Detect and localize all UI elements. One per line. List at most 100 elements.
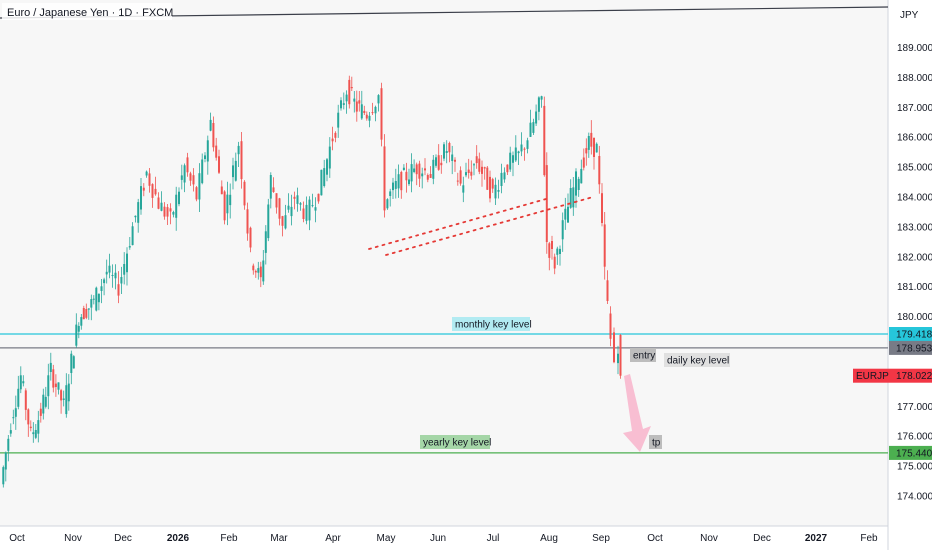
candle-body — [410, 164, 413, 182]
candle-body — [42, 394, 45, 414]
daily-key-level-label[interactable]: daily key level — [664, 353, 730, 367]
candle-body — [27, 409, 30, 425]
candle-body — [350, 87, 353, 89]
candle-body — [9, 430, 12, 434]
entry-label-background — [630, 348, 656, 362]
candle-body — [489, 176, 491, 199]
candle-body — [545, 165, 548, 242]
candle-body — [358, 100, 361, 104]
x-tick-label: Feb — [860, 533, 878, 544]
candle-body — [311, 205, 314, 207]
candle-body — [92, 298, 95, 300]
candle-body — [108, 265, 111, 273]
yearly-level-price-tag-value: 175.440 — [896, 448, 932, 459]
candle-body — [368, 115, 371, 121]
current-price-tag[interactable]: 178.022 — [889, 368, 932, 383]
candle-body — [264, 231, 267, 253]
candle-body — [590, 132, 593, 147]
candle-body — [299, 203, 302, 205]
candle-body — [613, 332, 615, 363]
candle-body — [532, 122, 535, 133]
monthly-level-price-tag-value: 179.418 — [896, 330, 932, 341]
arrow-to-tp[interactable] — [623, 374, 651, 452]
x-tick-label: Jun — [430, 533, 446, 544]
candle-body — [486, 167, 489, 190]
candle-body — [380, 88, 383, 140]
candle-body — [82, 308, 85, 320]
x-tick-label: Dec — [114, 533, 132, 544]
candle-body — [54, 383, 57, 387]
candle-body — [551, 241, 553, 249]
candle-body — [290, 206, 293, 217]
candle-body — [95, 287, 98, 311]
candle-body — [308, 199, 311, 221]
candle-body — [195, 187, 198, 200]
candle-body — [408, 179, 410, 185]
candle-body — [120, 277, 123, 284]
candle-body — [126, 253, 128, 273]
monthly-level-price-tag[interactable]: 179.418 — [889, 327, 932, 341]
candle-body — [363, 110, 366, 113]
candle-body — [192, 175, 195, 185]
candle-body — [317, 193, 320, 202]
candle-body — [456, 180, 459, 182]
candle-body — [29, 426, 32, 429]
y-tick-label: 177.000 — [897, 402, 932, 413]
candle-body — [415, 164, 418, 175]
candle-body — [383, 146, 386, 211]
candle-body — [148, 173, 151, 186]
currency-label[interactable]: JPY — [900, 10, 919, 21]
y-tick-label: 187.000 — [897, 103, 932, 114]
candle-body — [426, 175, 429, 180]
symbol-tag-background — [853, 368, 889, 383]
yearly-level-price-tag[interactable]: 175.440 — [889, 445, 932, 460]
candle-body — [272, 187, 275, 192]
daily-level-price-tag[interactable]: 178.953 — [889, 340, 932, 355]
candle-body — [473, 164, 475, 166]
tp-label[interactable]: tp — [649, 435, 662, 449]
candle-body — [348, 79, 351, 105]
symbol-price-tag[interactable]: EURJPY — [853, 368, 896, 383]
time-axis-background — [0, 526, 888, 550]
candle-body — [72, 356, 75, 369]
candle-body — [267, 204, 270, 239]
chart-title: Euro / Japanese Yen · 1D · FXCM — [7, 7, 173, 19]
candle-body — [22, 381, 25, 384]
candle-body — [2, 467, 5, 485]
entry-label[interactable]: entry — [630, 348, 656, 362]
candle-body — [183, 165, 186, 183]
dotted-trend-line[interactable] — [385, 196, 594, 256]
candle-body — [87, 308, 90, 310]
y-tick-label: 189.000 — [897, 43, 932, 54]
candle-body — [478, 158, 481, 172]
y-tick-label: 176.000 — [897, 432, 932, 443]
x-tick-label: Dec — [753, 533, 771, 544]
dotted-trend-line[interactable] — [368, 198, 547, 250]
candle-body — [262, 260, 265, 282]
candle-body — [254, 270, 257, 273]
candle-body — [287, 205, 290, 210]
candle-body — [326, 159, 328, 175]
candle-body — [128, 246, 131, 248]
candle-body — [257, 268, 260, 273]
candle-body — [328, 146, 331, 169]
candle-body — [281, 216, 284, 226]
candle-body — [340, 100, 342, 109]
candle-body — [569, 188, 572, 208]
yearly-key-level-label-text: yearly key level — [423, 438, 491, 449]
candle-body — [509, 152, 512, 170]
candle-body — [556, 248, 559, 255]
candle-body — [103, 279, 106, 284]
monthly-key-level-label[interactable]: monthly key level — [452, 317, 532, 331]
candle-body — [137, 202, 140, 223]
title-background — [2, 3, 172, 20]
candle-body — [392, 182, 394, 191]
candle-body — [212, 123, 215, 148]
candle-body — [259, 266, 262, 278]
candle-body — [575, 171, 577, 196]
x-tick-label: Oct — [9, 533, 25, 544]
yearly-key-level-label[interactable]: yearly key level — [420, 435, 491, 449]
y-tick-label: 185.000 — [897, 163, 932, 174]
candle-body — [603, 224, 606, 267]
